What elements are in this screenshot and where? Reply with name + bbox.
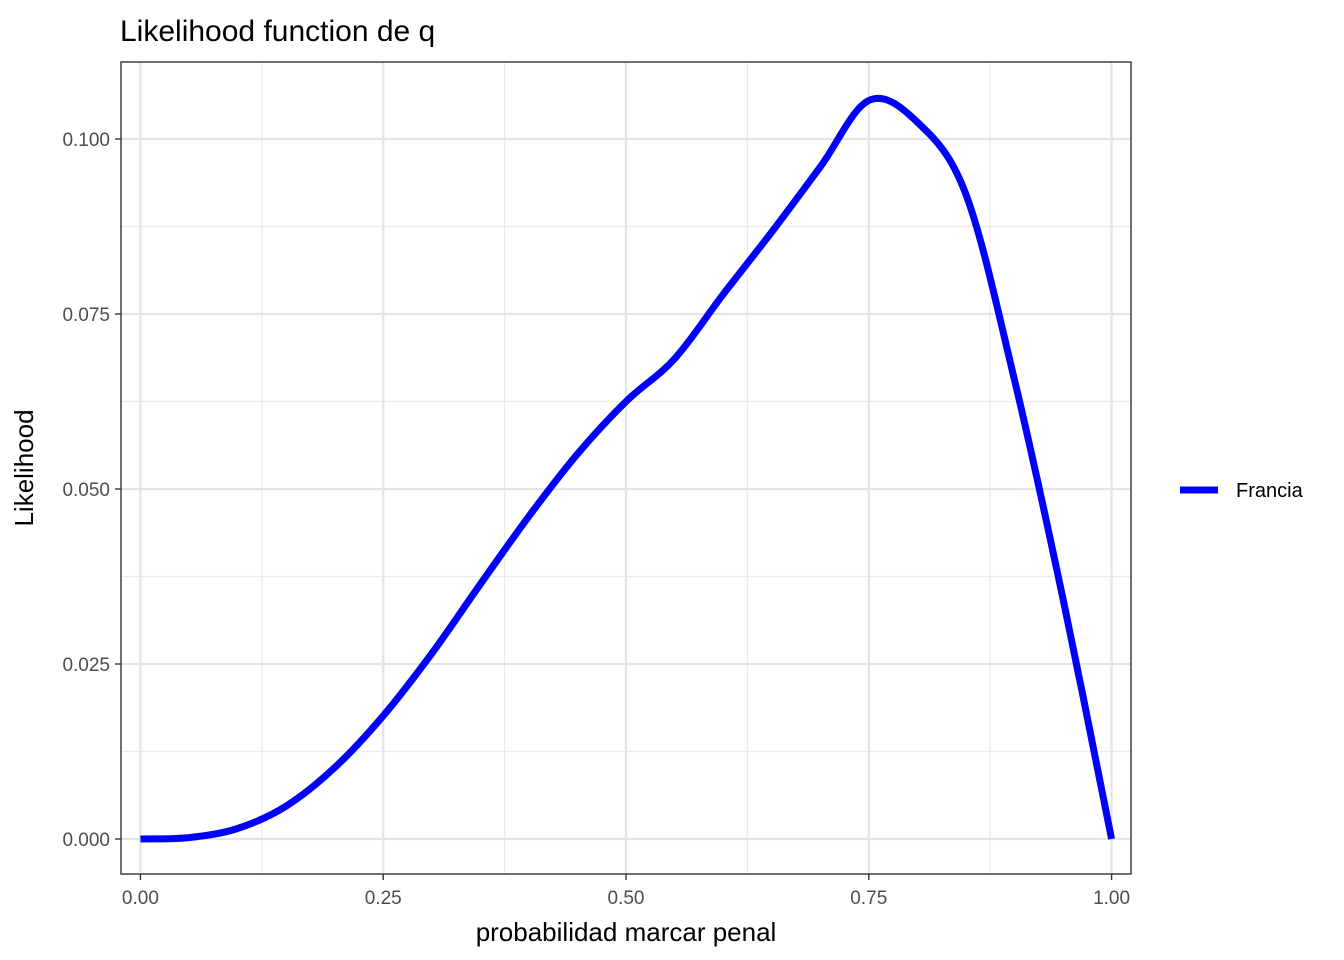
major-grid: [121, 62, 1131, 874]
legend: Francia: [1180, 480, 1304, 502]
x-tick-label: 0.00: [122, 888, 159, 909]
y-tick-label: 0.050: [62, 480, 110, 501]
y-axis-title: Likelihood: [9, 409, 39, 526]
chart-title: Likelihood function de q: [120, 15, 435, 48]
y-tick-label: 0.100: [62, 130, 110, 151]
series-layer: [140, 95, 1116, 843]
x-tick-label: 0.75: [850, 888, 887, 909]
x-tick-label: 0.50: [608, 888, 645, 909]
legend-label-francia: Francia: [1236, 480, 1304, 502]
x-axis-title: probabilidad marcar penal: [476, 917, 777, 947]
y-tick-label: 0.025: [62, 655, 110, 676]
x-tick-label: 1.00: [1093, 888, 1130, 909]
y-axis-ticks: 0.000 0.025 0.050 0.075 0.100: [62, 130, 121, 851]
x-tick-label: 0.25: [365, 888, 402, 909]
series-line-francia: [140, 95, 1116, 843]
y-tick-label: 0.000: [62, 830, 110, 851]
y-tick-label: 0.075: [62, 305, 110, 326]
x-axis-ticks: 0.00 0.25 0.50 0.75 1.00: [122, 874, 1130, 909]
